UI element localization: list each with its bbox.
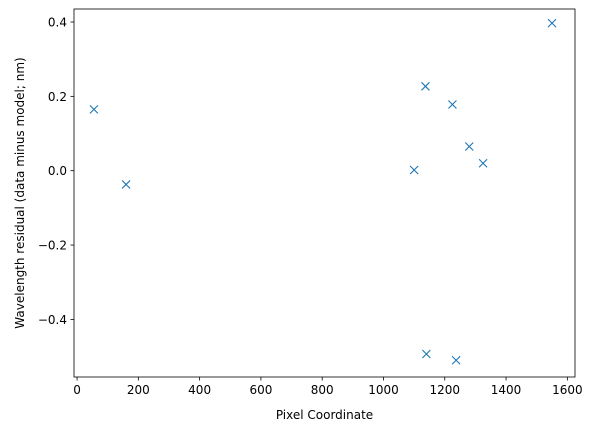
- x-tick-label: 400: [188, 383, 211, 397]
- y-tick-label: 0.2: [48, 90, 67, 104]
- plot-area: [89, 18, 557, 365]
- x-axis-ticks: 0 200 400 600 800 1000 1200 1400 1600: [73, 377, 583, 397]
- x-tick-label: 0: [73, 383, 81, 397]
- data-point: [89, 104, 99, 114]
- x-axis-label: Pixel Coordinate: [276, 408, 373, 422]
- data-point: [478, 158, 488, 168]
- y-tick-label: 0.4: [48, 16, 67, 30]
- data-point: [448, 100, 457, 109]
- data-point: [421, 81, 430, 91]
- x-tick-label: 1000: [368, 383, 399, 397]
- data-point: [464, 142, 474, 151]
- y-tick-label: −0.2: [38, 239, 67, 253]
- y-axis-label: Wavelength residual (data minus model; n…: [13, 57, 27, 328]
- data-point: [421, 349, 431, 359]
- y-tick-label: −0.4: [38, 313, 67, 327]
- x-tick-label: 200: [127, 383, 150, 397]
- x-tick-label: 1400: [491, 383, 522, 397]
- data-point: [409, 165, 419, 175]
- x-tick-label: 600: [249, 383, 272, 397]
- data-point: [121, 180, 131, 189]
- y-axis-ticks: −0.4 −0.2 0.0 0.2 0.4: [38, 16, 74, 327]
- data-point: [451, 355, 461, 365]
- data-point: [547, 18, 557, 28]
- plot-frame: [73, 8, 576, 378]
- x-tick-label: 1600: [552, 383, 583, 397]
- x-tick-label: 800: [311, 383, 334, 397]
- y-tick-label: 0.0: [48, 164, 67, 178]
- x-tick-label: 1200: [429, 383, 460, 397]
